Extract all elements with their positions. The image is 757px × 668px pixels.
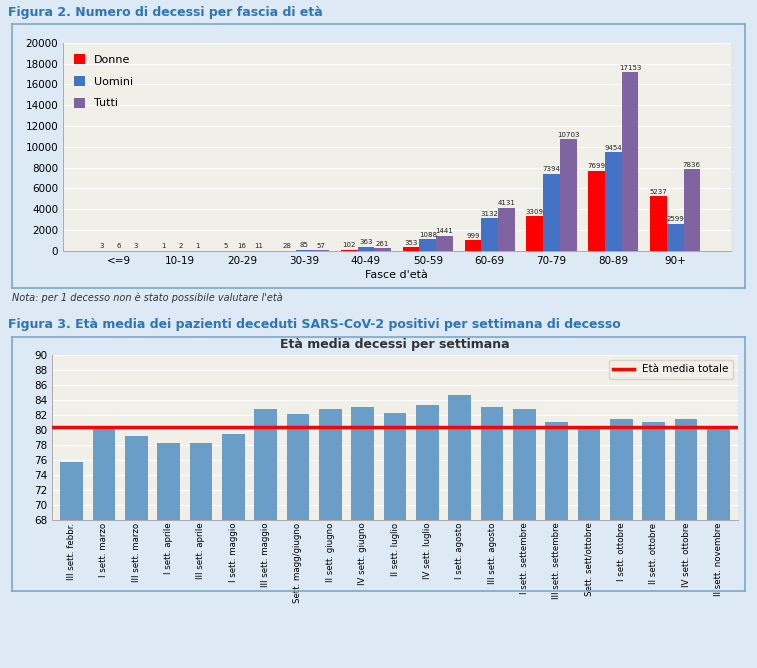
Text: Nota: per 1 decesso non è stato possibile valutare l'età: Nota: per 1 decesso non è stato possibil… xyxy=(12,293,282,303)
Text: Figura 3. Età media dei pazienti deceduti SARS-CoV-2 positivi per settimana di d: Figura 3. Età media dei pazienti decedut… xyxy=(8,318,621,331)
Text: Figura 2. Numero di decessi per fascia di età: Figura 2. Numero di decessi per fascia d… xyxy=(8,6,322,19)
